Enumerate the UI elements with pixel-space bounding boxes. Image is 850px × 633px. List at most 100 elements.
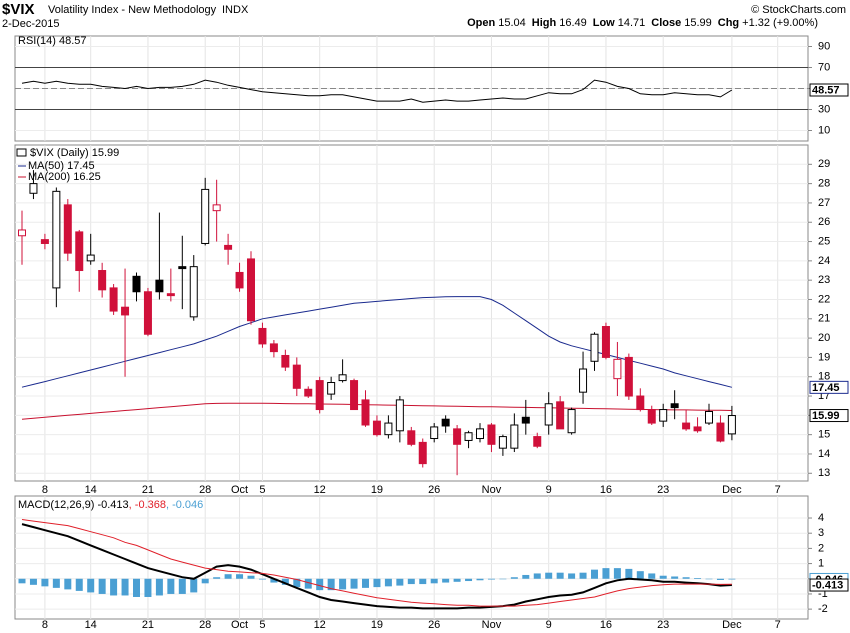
- quote-label: Close: [651, 17, 681, 29]
- histogram-bar: [167, 578, 175, 594]
- quote-value: 16.49: [559, 17, 587, 29]
- candle-body: [693, 426, 702, 432]
- histogram-bar: [121, 578, 129, 596]
- candle-body: [453, 428, 462, 445]
- histogram-bar: [591, 569, 598, 579]
- x-tick-label: 21: [142, 484, 154, 496]
- x-tick-label: 19: [371, 619, 383, 631]
- legend-icon: [16, 148, 27, 157]
- x-tick-label: Dec: [722, 619, 742, 631]
- x-tick-label: Nov: [482, 484, 502, 496]
- histogram-bar: [636, 571, 644, 579]
- y-tick-label: 15: [818, 429, 830, 441]
- x-tick-label: 7: [775, 619, 781, 631]
- candle-body: [235, 271, 244, 289]
- quote-value: 14.71: [618, 17, 646, 29]
- x-tick-label: 7: [775, 484, 781, 496]
- macd-line: [21, 523, 732, 610]
- y-tick-label: 4: [818, 512, 824, 524]
- candle-body: [361, 399, 370, 426]
- value-tag-label: 17.45: [812, 382, 840, 394]
- histogram-bar: [41, 578, 49, 587]
- value-tag: [809, 380, 849, 394]
- candle-body: [269, 343, 278, 353]
- histogram-bar: [419, 578, 427, 585]
- histogram-bar: [213, 577, 221, 579]
- candle-body: [727, 415, 736, 435]
- candle-body: [63, 204, 72, 254]
- quote-label: High: [532, 17, 557, 29]
- histogram-bar: [613, 568, 621, 579]
- candle-body: [521, 416, 530, 424]
- histogram-bar: [327, 578, 335, 591]
- instrument-name: Volatility Index - New Methodology: [48, 4, 217, 16]
- candle-body: [86, 254, 95, 262]
- histogram-bar: [247, 575, 255, 579]
- candle-body: [109, 287, 118, 312]
- candle-body: [624, 356, 633, 397]
- candle-body: [579, 368, 588, 393]
- macd-line: [21, 519, 732, 607]
- histogram-bar: [64, 578, 72, 590]
- histogram-bar: [396, 578, 404, 586]
- legend-part: MACD(12,26,9) -0.413: [18, 499, 129, 511]
- x-tick-label: Oct: [231, 484, 248, 496]
- y-tick-label: 21: [818, 313, 830, 325]
- candle-body: [601, 326, 610, 358]
- candle-body: [281, 354, 290, 368]
- histogram-bar: [625, 568, 633, 579]
- y-tick-label: 28: [818, 178, 830, 190]
- histogram-bar: [465, 578, 473, 582]
- histogram-bar: [487, 578, 495, 580]
- histogram-bar: [545, 572, 553, 579]
- y-tick-label: 30: [818, 103, 830, 115]
- y-tick-label: 3: [818, 527, 824, 539]
- x-tick-label: 16: [600, 484, 612, 496]
- candle-body: [647, 409, 656, 424]
- y-tick-label: 22: [818, 293, 830, 305]
- x-tick-label: Nov: [482, 619, 502, 631]
- histogram-bar: [18, 578, 26, 584]
- x-tick-label: 5: [259, 619, 265, 631]
- candle-body: [590, 333, 599, 362]
- candle-body: [189, 266, 198, 318]
- histogram-bar: [293, 578, 301, 588]
- x-tick-label: 16: [600, 619, 612, 631]
- histogram-bar: [373, 578, 381, 588]
- legend: RSI(14) 48.57: [18, 35, 86, 47]
- histogram-bar: [499, 578, 507, 580]
- histogram-bar: [316, 578, 324, 591]
- y-tick-label: 10: [818, 124, 830, 136]
- panel-frame: [14, 495, 809, 620]
- x-tick-label: 12: [314, 619, 326, 631]
- histogram-bar: [350, 578, 358, 589]
- histogram-bar: [110, 578, 118, 596]
- value-tag: [809, 578, 849, 592]
- histogram-bar: [155, 578, 163, 596]
- moving-average: [21, 402, 732, 420]
- symbol: $VIX: [2, 1, 35, 18]
- y-tick-label: -2: [818, 603, 828, 615]
- y-tick-label: -1: [818, 588, 828, 600]
- candle-body: [132, 275, 141, 293]
- histogram-bar: [339, 578, 347, 590]
- histogram-bar: [304, 578, 312, 589]
- y-tick-label: 29: [818, 158, 830, 170]
- candle-body: [18, 229, 26, 237]
- histogram-bar: [29, 578, 37, 585]
- x-tick-label: 26: [428, 619, 440, 631]
- x-tick-label: 23: [657, 619, 669, 631]
- x-tick-label: 12: [314, 484, 326, 496]
- candle-body: [212, 204, 221, 212]
- histogram-bar: [224, 574, 232, 579]
- x-tick-label: 5: [259, 484, 265, 496]
- histogram-bar: [144, 578, 152, 597]
- quote-label: Low: [593, 17, 615, 29]
- moving-average: [21, 296, 733, 388]
- candle-body: [121, 306, 130, 316]
- value-tag-label: -0.413: [812, 579, 843, 591]
- candle-body: [533, 436, 542, 447]
- value-tag: [809, 83, 849, 97]
- candle-body: [338, 374, 347, 382]
